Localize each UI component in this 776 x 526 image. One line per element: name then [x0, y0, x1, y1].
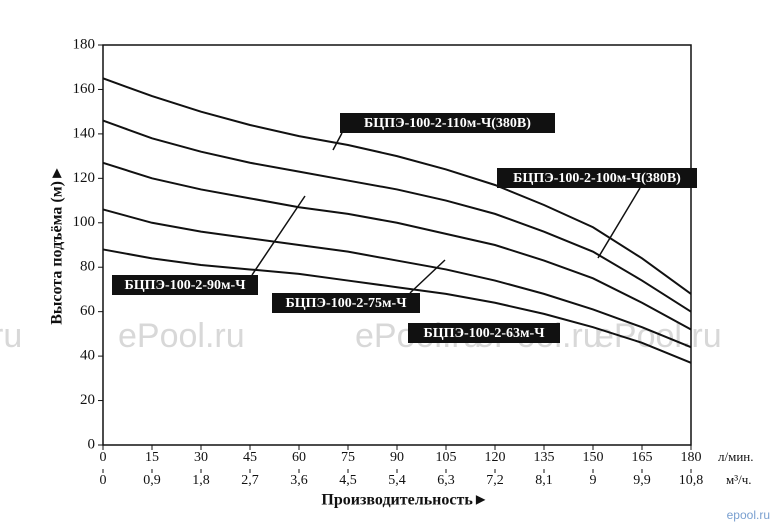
x2-tick-label: 3,6 [290, 473, 308, 488]
series-label: БЦПЭ-100-2-100м-Ч(380В) [513, 171, 681, 186]
series-line [102, 119, 692, 313]
x2-tick-label: 2,7 [241, 473, 259, 488]
leader-line [597, 187, 641, 259]
x2-unit: м³/ч. [726, 472, 752, 487]
x2-tick-label: 1,8 [192, 473, 210, 488]
y-tick-label: 40 [80, 348, 95, 364]
x2-tick-label: 0,9 [143, 473, 161, 488]
x-tick-label: 15 [145, 450, 159, 465]
x2-tick-label: 5,4 [388, 473, 406, 488]
x-tick-label: 135 [534, 450, 555, 465]
x-tick-label: 60 [292, 450, 306, 465]
x2-tick-label: 8,1 [535, 473, 553, 488]
x-tick-label: 120 [485, 450, 506, 465]
x-tick-label: 0 [100, 450, 107, 465]
series-line [102, 208, 692, 349]
label-box [112, 275, 258, 295]
x-tick-label: 150 [583, 450, 604, 465]
x2-tick-label: 10,8 [679, 473, 704, 488]
leader-line [251, 195, 306, 276]
watermark: epool.ru [727, 508, 770, 522]
plot-frame [102, 44, 692, 446]
y-tick-label: 140 [73, 125, 96, 141]
series-label: БЦПЭ-100-2-63м-Ч [424, 326, 546, 341]
series-line [102, 161, 692, 331]
x-unit: л/мин. [718, 449, 754, 464]
x-tick-label: 165 [632, 450, 653, 465]
watermark: ru [0, 317, 22, 355]
y-tick-label: 180 [73, 36, 96, 52]
label-box [340, 113, 555, 133]
x-tick-label: 180 [681, 450, 702, 465]
leader-line [409, 259, 446, 294]
leader-line [332, 132, 343, 151]
y-axis-title: Высота подъёма (м)► [49, 165, 66, 325]
series-label: БЦПЭ-100-2-90м-Ч [125, 278, 247, 293]
x-tick-label: 105 [436, 450, 457, 465]
label-box [272, 293, 420, 313]
series-line [102, 77, 692, 295]
x-tick-label: 45 [243, 450, 257, 465]
label-box [497, 168, 697, 188]
x2-tick-label: 7,2 [486, 473, 504, 488]
series-line [102, 248, 692, 364]
series-label: БЦПЭ-100-2-110м-Ч(380В) [364, 116, 531, 131]
y-tick-label: 120 [73, 170, 96, 186]
y-tick-label: 20 [80, 392, 95, 408]
x2-tick-label: 6,3 [437, 473, 455, 488]
x2-tick-label: 9,9 [633, 473, 651, 488]
watermark: ePool.ru [118, 317, 245, 355]
y-tick-label: 160 [73, 81, 96, 97]
y-tick-label: 100 [73, 214, 96, 230]
x-tick-label: 90 [390, 450, 404, 465]
x-axis-title: Производительность► [321, 492, 488, 509]
series-label: БЦПЭ-100-2-75м-Ч [286, 296, 408, 311]
x2-tick-label: 9 [590, 473, 597, 488]
y-tick-label: 80 [80, 259, 95, 275]
y-tick-label: 0 [88, 436, 96, 452]
x-tick-label: 75 [341, 450, 355, 465]
y-tick-label: 60 [80, 303, 95, 319]
label-box [408, 323, 560, 343]
x-tick-label: 30 [194, 450, 208, 465]
x2-tick-label: 4,5 [339, 473, 357, 488]
x2-tick-label: 0 [100, 473, 107, 488]
